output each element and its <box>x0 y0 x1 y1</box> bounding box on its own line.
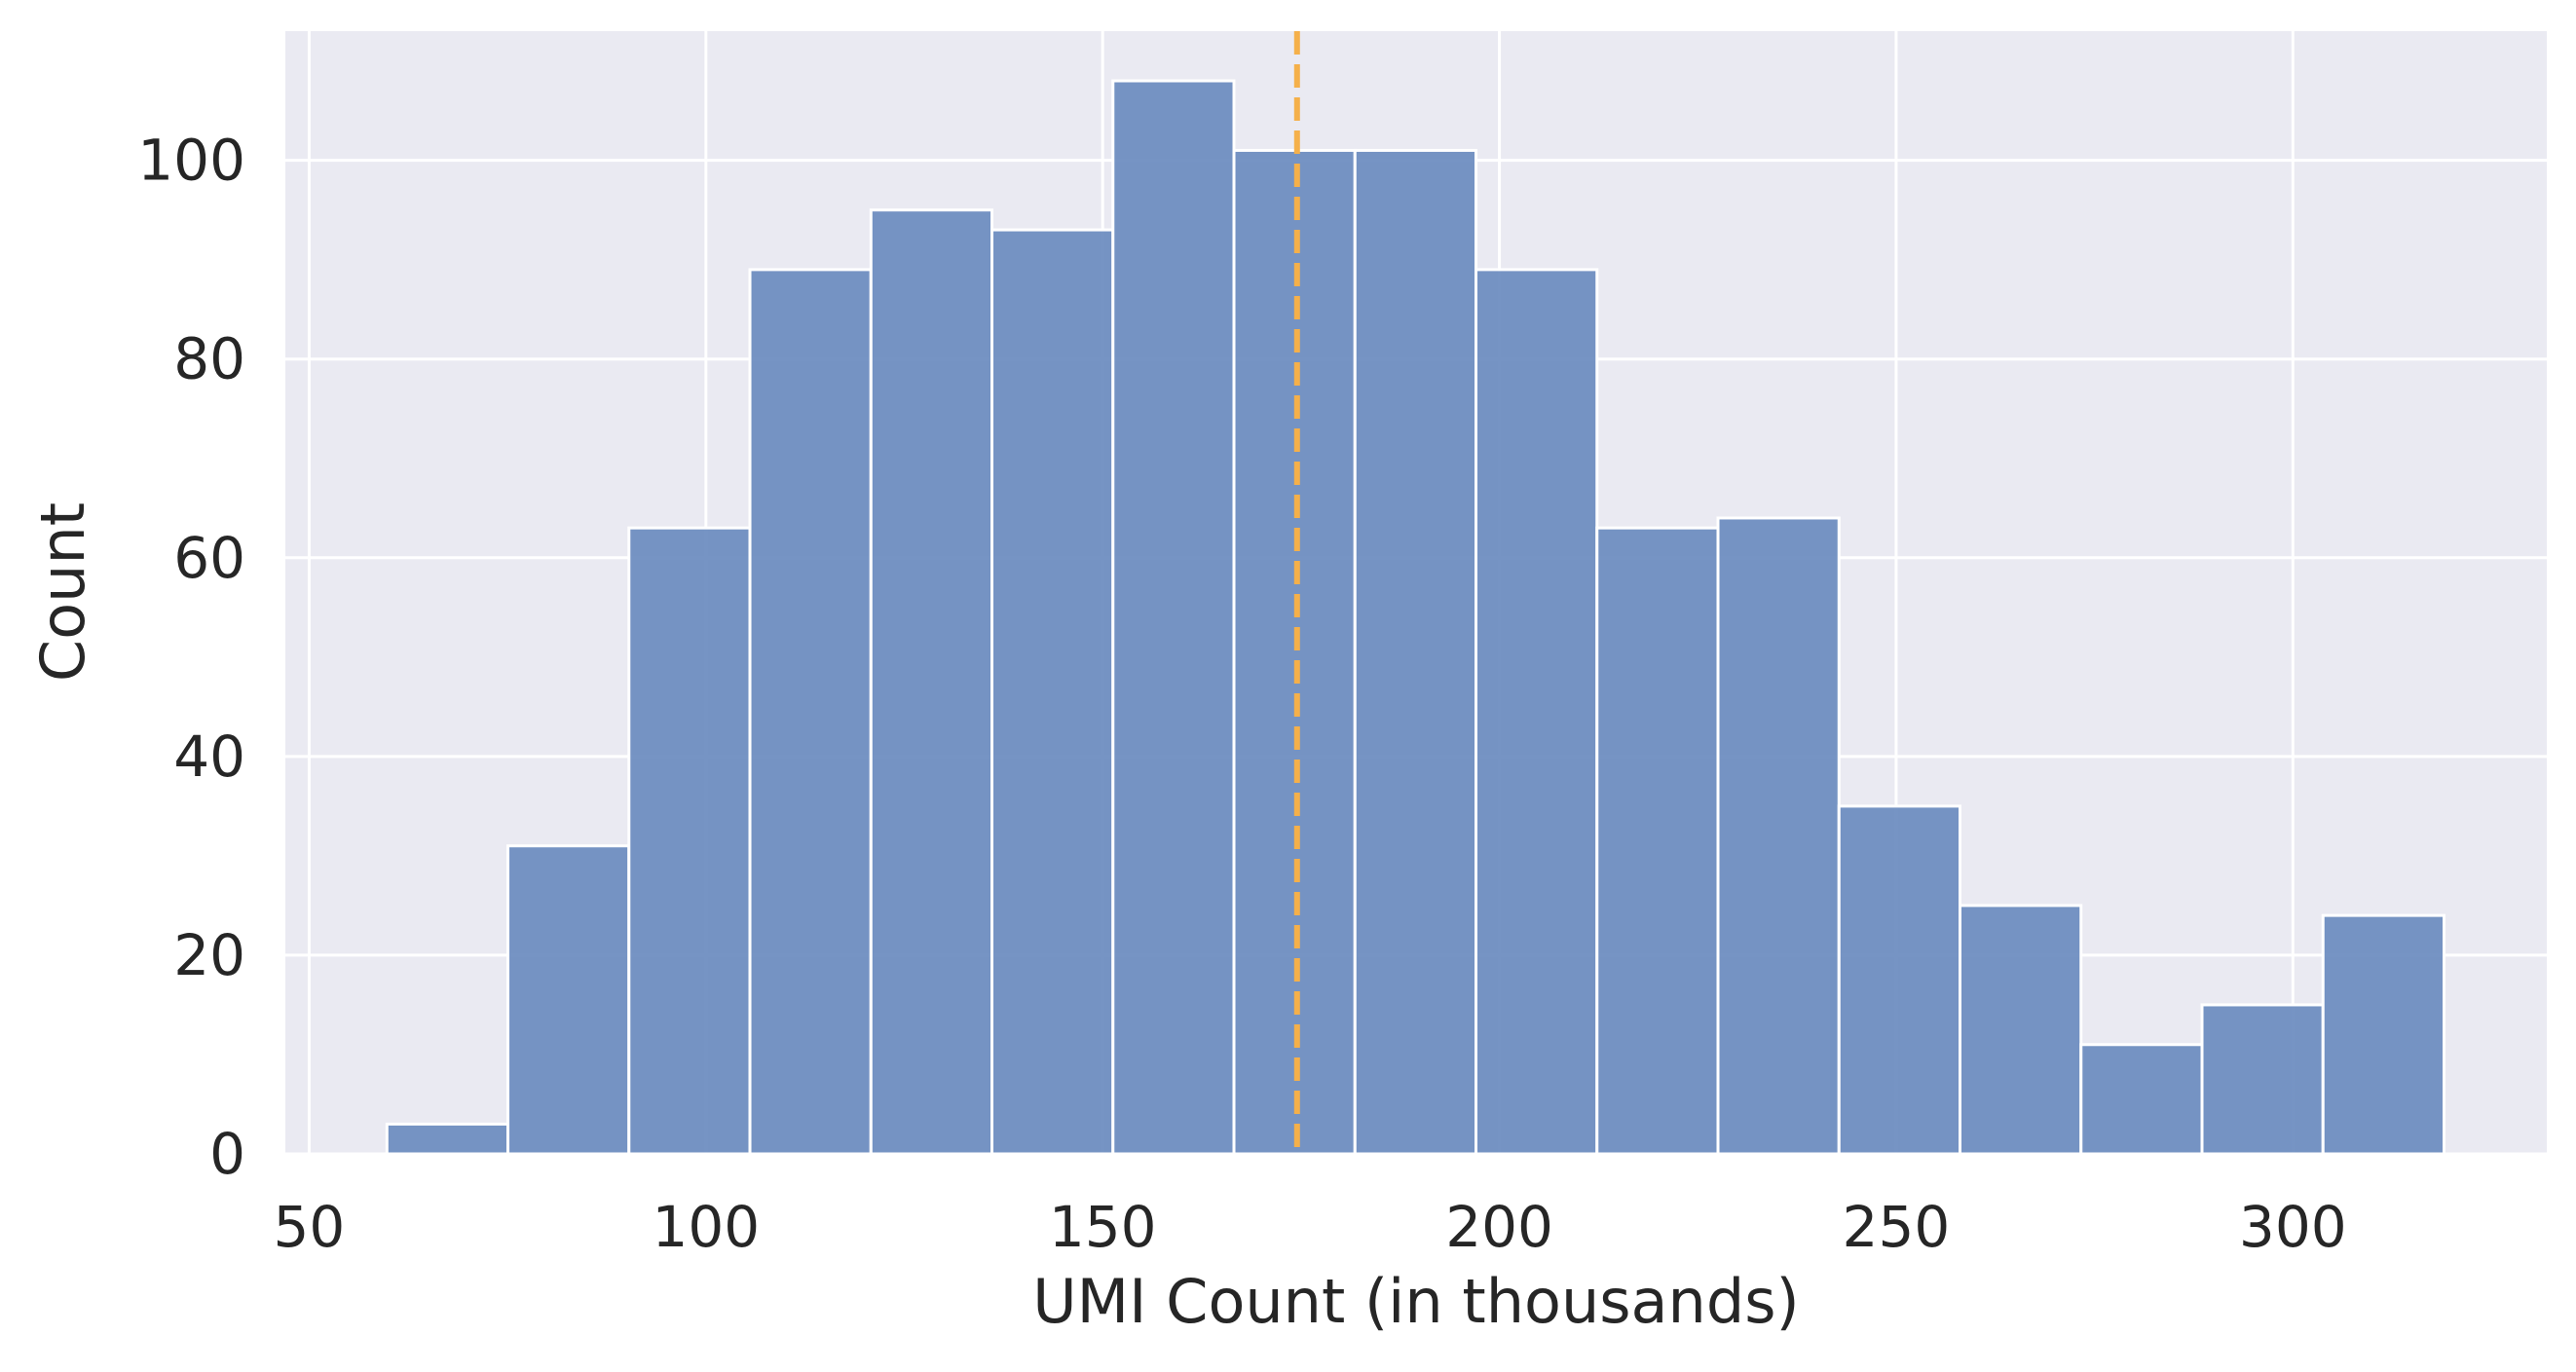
histogram-bar <box>1353 148 1478 1156</box>
histogram-bar <box>1716 516 1841 1156</box>
histogram-bar <box>869 208 994 1156</box>
y-tick-label: 20 <box>173 922 245 988</box>
histogram-bar <box>385 1122 510 1156</box>
x-tick-label: 100 <box>652 1194 760 1260</box>
histogram-bar <box>2200 1003 2325 1156</box>
x-tick-label: 300 <box>2239 1194 2347 1260</box>
histogram-bar <box>627 526 752 1156</box>
x-tick-label: 200 <box>1445 1194 1553 1260</box>
histogram-bar <box>748 268 873 1156</box>
y-tick-label: 100 <box>137 128 245 194</box>
histogram-bar <box>1475 268 1599 1156</box>
x-axis-ticks: 50 100 150 200 250 300 <box>274 1194 2347 1260</box>
histogram-bar <box>990 228 1115 1156</box>
x-tick-label: 250 <box>1843 1194 1951 1260</box>
histogram-bar <box>1959 904 2083 1156</box>
x-tick-label: 150 <box>1049 1194 1157 1260</box>
x-tick-label: 50 <box>274 1194 346 1260</box>
histogram-bar <box>1111 79 1236 1156</box>
histogram-bar <box>2079 1043 2204 1156</box>
y-tick-label: 0 <box>209 1121 245 1187</box>
y-tick-label: 60 <box>173 525 245 591</box>
x-axis-label: UMI Count (in thousands) <box>1032 1266 1799 1337</box>
y-axis-label: Count <box>27 502 98 682</box>
histogram-bar <box>1595 526 1720 1156</box>
histogram-bar <box>2321 913 2445 1156</box>
histogram-bars <box>385 79 2445 1156</box>
y-tick-label: 40 <box>173 723 245 790</box>
y-axis-ticks: 0 20 40 60 80 100 <box>137 128 245 1187</box>
histogram-bar <box>506 844 631 1156</box>
y-tick-label: 80 <box>173 326 245 392</box>
histogram-bar <box>1837 804 1962 1156</box>
